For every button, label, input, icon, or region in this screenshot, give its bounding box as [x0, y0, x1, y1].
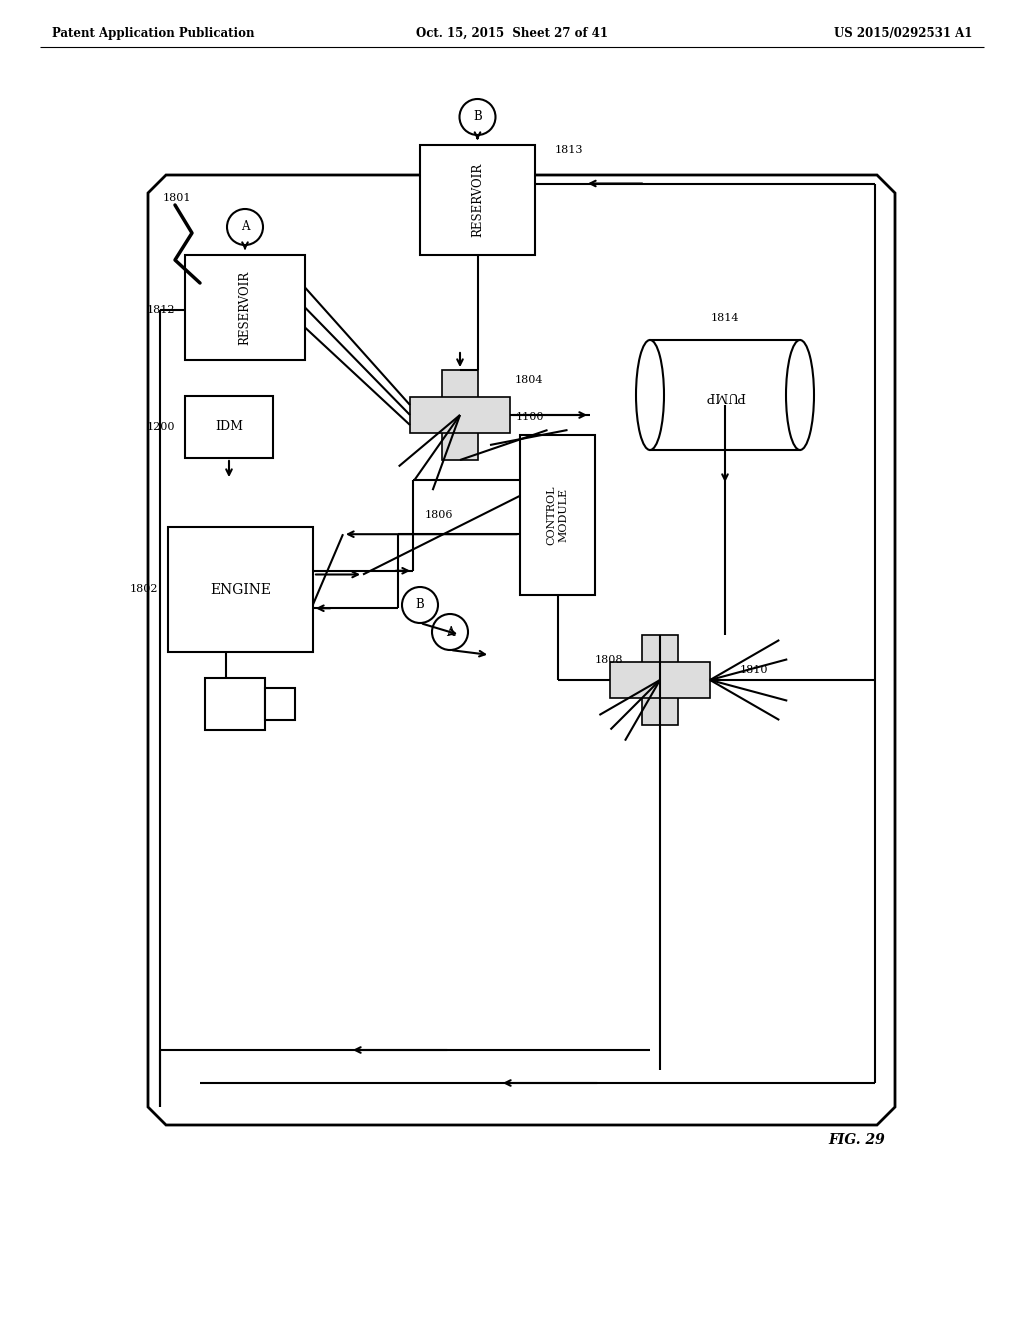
- Text: 1804: 1804: [515, 375, 544, 385]
- Bar: [265, 688, 295, 719]
- Ellipse shape: [636, 341, 664, 450]
- Bar: [410, 397, 510, 433]
- Polygon shape: [148, 176, 895, 1125]
- Text: IDM: IDM: [215, 421, 243, 433]
- Ellipse shape: [786, 341, 814, 450]
- Bar: [168, 527, 313, 652]
- Text: FIG. 29: FIG. 29: [828, 1133, 885, 1147]
- Text: 1810: 1810: [740, 665, 768, 675]
- Bar: [420, 145, 535, 255]
- Text: ENGINE: ENGINE: [210, 582, 271, 597]
- Bar: [442, 370, 478, 459]
- Text: A: A: [241, 220, 249, 234]
- Bar: [650, 341, 800, 450]
- Bar: [185, 255, 305, 360]
- Bar: [185, 396, 273, 458]
- Text: RESERVOIR: RESERVOIR: [471, 162, 484, 238]
- Text: CONTROL
MODULE: CONTROL MODULE: [547, 486, 568, 545]
- Text: A: A: [445, 626, 455, 639]
- Bar: [610, 663, 710, 698]
- Text: 1813: 1813: [555, 145, 584, 154]
- Text: 1100: 1100: [516, 412, 544, 422]
- Text: 1801: 1801: [163, 193, 191, 203]
- Text: RESERVOIR: RESERVOIR: [239, 271, 252, 345]
- Text: B: B: [416, 598, 424, 611]
- Text: US 2015/0292531 A1: US 2015/0292531 A1: [834, 26, 972, 40]
- Text: 1802: 1802: [129, 585, 158, 594]
- Text: 1814: 1814: [711, 313, 739, 323]
- Text: PUMP: PUMP: [705, 388, 745, 401]
- Bar: [520, 436, 595, 595]
- Text: 1812: 1812: [146, 305, 175, 315]
- Text: 1200: 1200: [146, 422, 175, 432]
- Bar: [642, 635, 678, 725]
- Text: 1808: 1808: [595, 655, 624, 665]
- Text: 1806: 1806: [425, 510, 454, 520]
- Text: Patent Application Publication: Patent Application Publication: [52, 26, 255, 40]
- Text: Oct. 15, 2015  Sheet 27 of 41: Oct. 15, 2015 Sheet 27 of 41: [416, 26, 608, 40]
- Text: B: B: [473, 111, 482, 124]
- Bar: [205, 678, 265, 730]
